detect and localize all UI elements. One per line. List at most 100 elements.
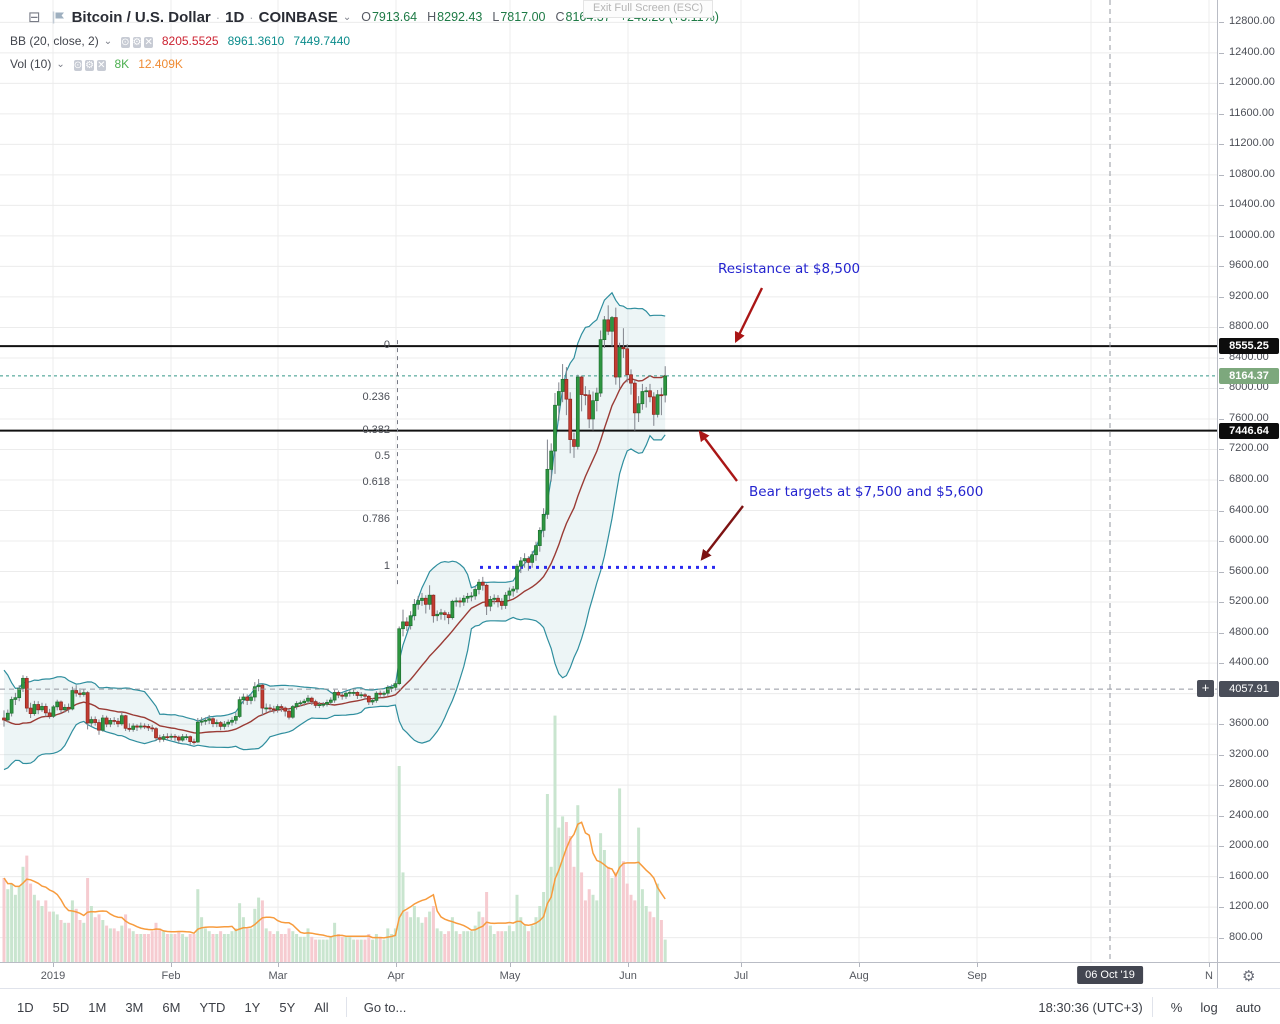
exit-fullscreen-tooltip: Exit Full Screen (ESC) (583, 0, 714, 18)
resistance-price-label: 8555.25 (1219, 338, 1279, 355)
price-tick: 10800.00 (1219, 167, 1275, 180)
time-axis-label: N (1205, 970, 1213, 982)
vol-indicator-row: Vol (10) ⌄ ⊙ ⚙ ✕ 8K 12.409K (10, 54, 719, 74)
price-tick: 8000.00 (1219, 381, 1269, 394)
axis-settings-corner: ⚙ (1217, 962, 1280, 989)
price-tick: 12000.00 (1219, 76, 1275, 89)
bb-value: 7449.7440 (293, 34, 351, 48)
vol-value: 8K (114, 57, 130, 71)
price-tick: 1200.00 (1219, 900, 1269, 913)
candles-layer (2, 305, 668, 745)
goto-button[interactable]: Go to... (356, 996, 415, 1019)
range-button-3m[interactable]: 3M (117, 996, 151, 1019)
chevron-down-icon[interactable]: ⌄ (342, 11, 352, 23)
hide-icon[interactable]: ⊙ (121, 37, 130, 48)
price-tick: 9600.00 (1219, 259, 1269, 272)
hide-icon[interactable]: ⊙ (73, 60, 83, 71)
price-tick: 7200.00 (1219, 442, 1269, 455)
price-tick: 1600.00 (1219, 869, 1269, 882)
scale-mode-auto[interactable]: auto (1227, 996, 1270, 1019)
fib-level-label: 0.618 (362, 475, 390, 488)
price-tick: 800.00 (1219, 930, 1263, 943)
clock-label[interactable]: 18:30:36 (UTC+3) (1038, 999, 1143, 1015)
price-tick: 12400.00 (1219, 45, 1275, 58)
time-axis-label: Jul (733, 970, 749, 982)
price-tick: 5600.00 (1219, 564, 1269, 577)
range-button-5d[interactable]: 5D (45, 996, 78, 1019)
range-button-5y[interactable]: 5Y (271, 996, 303, 1019)
crosshair-price-label: 4057.91 (1219, 681, 1279, 698)
range-button-1m[interactable]: 1M (80, 996, 114, 1019)
close-icon[interactable]: ✕ (144, 37, 153, 48)
time-tick (278, 963, 279, 967)
time-axis[interactable]: 2019 Feb Mar Apr May Jun Jul Aug Sep N 06 Oct '19 (0, 962, 1217, 989)
range-button-1y[interactable]: 1Y (236, 996, 268, 1019)
price-tick: 8800.00 (1219, 320, 1269, 333)
volume-layer (2, 715, 667, 962)
chart-legend: ⊟ Bitcoin / U.S. Dollar · 1D · COINBASE … (10, 6, 719, 74)
time-tick (628, 963, 629, 967)
chevron-down-icon[interactable]: ⌄ (56, 58, 65, 70)
close-icon[interactable]: ✕ (97, 60, 106, 71)
bb-buttons: ⊙ ⚙ ✕ (112, 32, 153, 50)
range-button-6m[interactable]: 6M (154, 996, 188, 1019)
time-tick (510, 963, 511, 967)
ohlc-key: L (492, 10, 500, 24)
separator-dot: · (249, 9, 254, 25)
legend-collapse-icon[interactable]: ⊟ (28, 9, 41, 26)
range-button-ytd[interactable]: YTD (191, 996, 233, 1019)
bb-label[interactable]: BB (20, close, 2) (10, 34, 99, 48)
fib-level-label: 0.786 (362, 513, 390, 525)
time-axis-label: Aug (849, 970, 869, 982)
time-axis-label: Jun (619, 970, 637, 982)
gear-icon[interactable]: ⚙ (1242, 968, 1256, 985)
scale-mode-percent[interactable]: % (1162, 996, 1192, 1019)
last-price-label: 8164.37 (1219, 367, 1279, 384)
price-tick: 6400.00 (1219, 503, 1269, 516)
vol-value: 12.409K (138, 57, 183, 71)
range-button-1d[interactable]: 1D (9, 996, 42, 1019)
ohlc-value: 7913.64 (371, 10, 418, 24)
price-tick: 4800.00 (1219, 625, 1269, 638)
grid-layer (0, 0, 1217, 962)
price-tick: 3200.00 (1219, 747, 1269, 760)
fib-level-label: 0.382 (362, 423, 390, 436)
time-axis-label: Apr (387, 970, 405, 982)
scale-mode-buttons: % log auto (1162, 996, 1270, 1019)
price-tick: 6800.00 (1219, 473, 1269, 485)
settings-icon[interactable]: ⚙ (85, 60, 95, 71)
price-tick: 4400.00 (1219, 656, 1269, 669)
price-tick: 3600.00 (1219, 717, 1269, 730)
time-tick (859, 963, 860, 967)
price-tick: 10000.00 (1219, 228, 1275, 241)
price-chart-pane[interactable] (0, 0, 1217, 962)
ohlc-value: 7817.00 (500, 10, 546, 24)
time-axis-label: Feb (161, 970, 181, 982)
time-axis-label: Sep (967, 970, 987, 982)
crosshair-arrows-layer (0, 0, 1217, 962)
vol-label[interactable]: Vol (10) (10, 57, 52, 71)
ohlc-key: H (427, 10, 437, 24)
time-axis-label: 2019 (40, 970, 66, 982)
toolbar-divider (1151, 997, 1153, 1017)
exchange-label[interactable]: COINBASE (258, 8, 338, 26)
price-axis[interactable]: 12800.00 12400.00 12000.00 11600.00 11200.00… (1217, 0, 1280, 962)
symbol-title[interactable]: Bitcoin / U.S. Dollar (71, 8, 211, 26)
time-tick (1209, 963, 1210, 967)
interval-label[interactable]: 1D (225, 8, 245, 26)
settings-icon[interactable]: ⚙ (132, 37, 142, 48)
resistance-annotation: Resistance at $8,500 (718, 261, 861, 277)
flag-icon[interactable] (51, 10, 66, 25)
scale-mode-log[interactable]: log (1191, 996, 1226, 1019)
chevron-down-icon[interactable]: ⌄ (103, 35, 113, 47)
range-button-all[interactable]: All (306, 996, 336, 1019)
separator-dot: · (215, 9, 221, 25)
price-tick: 2800.00 (1219, 778, 1269, 791)
add-alert-plus-button[interactable]: + (1197, 680, 1214, 698)
time-axis-label: Mar (268, 970, 288, 982)
bear-targets-annotation: Bear targets at $7,500 and $5,600 (749, 484, 984, 500)
time-tick (396, 963, 397, 967)
bb-value: 8205.5525 (161, 34, 219, 48)
